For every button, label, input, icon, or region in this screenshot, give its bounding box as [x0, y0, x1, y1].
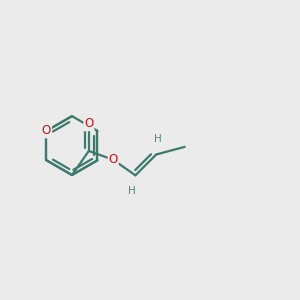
- Text: O: O: [42, 124, 51, 137]
- Text: H: H: [154, 134, 162, 144]
- Text: H: H: [128, 186, 136, 196]
- Text: O: O: [109, 153, 118, 166]
- Text: O: O: [84, 117, 94, 130]
